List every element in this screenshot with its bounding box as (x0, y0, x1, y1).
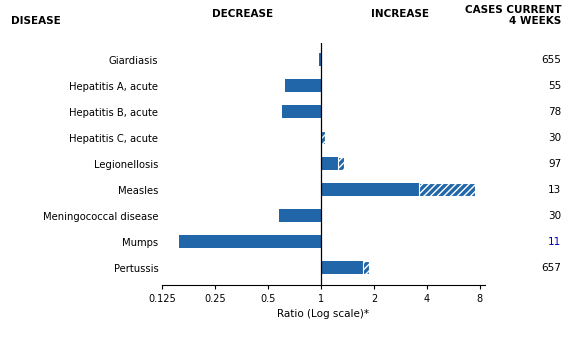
Text: 11: 11 (548, 237, 561, 247)
Text: 30: 30 (548, 211, 561, 221)
X-axis label: Ratio (Log scale)*: Ratio (Log scale)* (278, 309, 369, 319)
Text: 655: 655 (542, 54, 561, 65)
Bar (282, 105, 321, 118)
Bar (319, 53, 321, 66)
Text: 657: 657 (542, 263, 561, 273)
Text: 4 WEEKS: 4 WEEKS (509, 16, 561, 26)
Bar (279, 209, 321, 222)
Text: 30: 30 (548, 133, 561, 143)
Bar (179, 235, 321, 248)
Text: CASES CURRENT: CASES CURRENT (465, 5, 561, 15)
Bar (321, 131, 325, 144)
Text: DECREASE: DECREASE (213, 9, 274, 19)
Text: DISEASE: DISEASE (11, 16, 61, 26)
Bar (321, 157, 338, 170)
Text: 97: 97 (548, 159, 561, 169)
Bar (419, 183, 475, 196)
Bar (321, 261, 363, 274)
Text: 78: 78 (548, 107, 561, 117)
Bar (419, 183, 475, 196)
Text: INCREASE: INCREASE (371, 9, 429, 19)
Bar (338, 157, 344, 170)
Text: 55: 55 (548, 81, 561, 91)
Bar (338, 157, 344, 170)
Bar (363, 261, 369, 274)
Bar (363, 261, 369, 274)
Bar (321, 131, 325, 144)
Bar (321, 183, 419, 196)
Text: 13: 13 (548, 185, 561, 195)
Bar (284, 79, 321, 92)
